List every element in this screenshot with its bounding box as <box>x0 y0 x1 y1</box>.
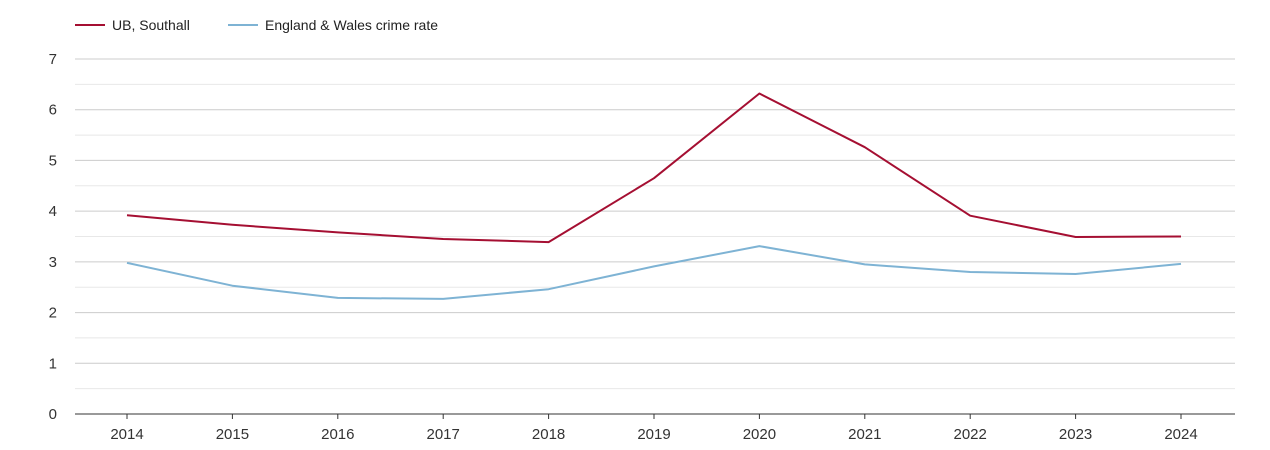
series-line-0 <box>126 92 1182 244</box>
legend-item-ub-southall: UB, Southall <box>75 17 190 33</box>
series-layer <box>126 92 1182 300</box>
x-axis: 2014 2015 2016 2017 2018 2019 2020 2021 2022 2023… <box>75 413 1235 443</box>
y-tick-label: 3 <box>49 254 57 271</box>
gridlines <box>75 58 1235 390</box>
y-tick-label: 4 <box>49 203 57 220</box>
legend-label-ub-southall: UB, Southall <box>112 17 190 33</box>
x-tick-label: 2022 <box>954 426 987 443</box>
x-tick-label: 2020 <box>743 426 776 443</box>
x-tick-label: 2021 <box>848 426 881 443</box>
x-tick-label: 2016 <box>321 426 354 443</box>
y-tick-label: 2 <box>49 305 57 322</box>
y-tick-label: 7 <box>49 51 57 68</box>
legend-label-england-wales: England & Wales crime rate <box>265 17 438 33</box>
y-tick-label: 0 <box>49 406 57 423</box>
y-axis: 0 1 2 3 4 5 6 7 <box>49 51 57 423</box>
legend-item-england-wales: England & Wales crime rate <box>228 17 438 33</box>
x-tick-label: 2014 <box>110 426 143 443</box>
y-tick-label: 6 <box>49 102 57 119</box>
x-tick-label: 2018 <box>532 426 565 443</box>
y-tick-label: 1 <box>49 355 57 372</box>
x-tick-label: 2017 <box>427 426 460 443</box>
x-tick-label: 2015 <box>216 426 249 443</box>
series-line-1 <box>126 245 1182 300</box>
x-tick-label: 2024 <box>1164 426 1197 443</box>
legend: UB, Southall England & Wales crime rate <box>75 17 438 33</box>
y-tick-label: 5 <box>49 152 57 169</box>
x-tick-label: 2019 <box>637 426 670 443</box>
x-tick-label: 2023 <box>1059 426 1092 443</box>
